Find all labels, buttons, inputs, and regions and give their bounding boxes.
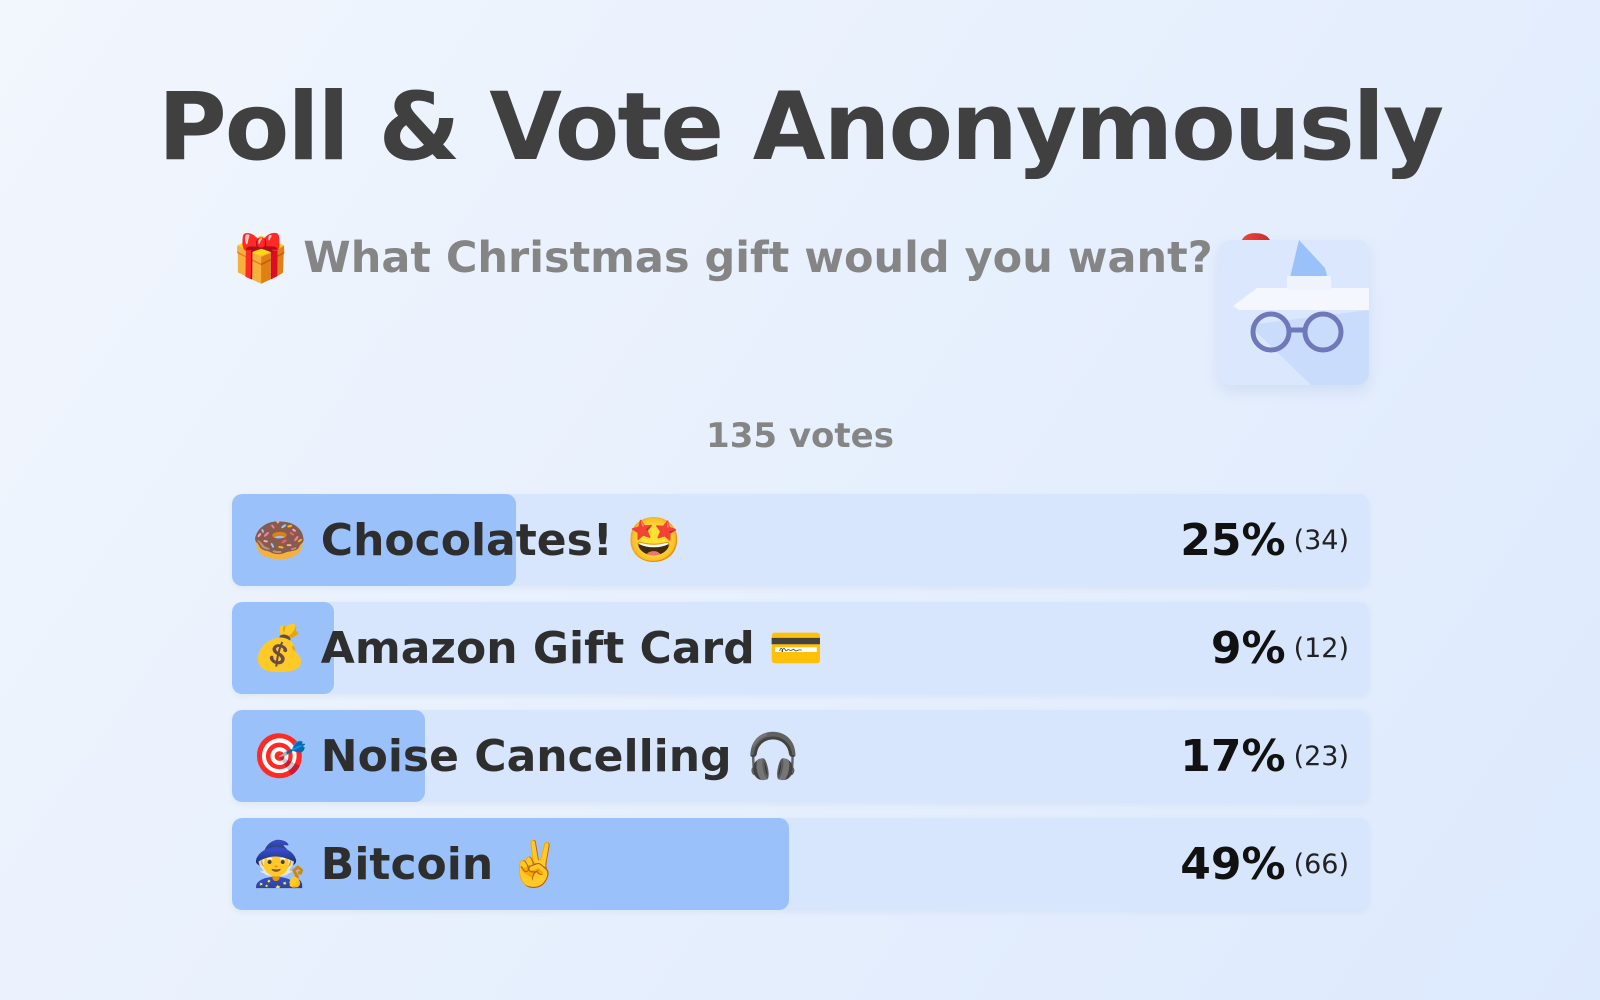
gift-icon: 🎁 <box>232 231 290 285</box>
poll-option-bitcoin[interactable]: 🧙 Bitcoin ✌️ 49% (66) <box>232 818 1369 910</box>
credit-card-icon: 💳 <box>768 623 824 674</box>
option-text: Noise Cancelling <box>320 730 732 782</box>
option-percent: 49% <box>1180 838 1286 890</box>
option-result: 17% (23) <box>1180 710 1349 802</box>
headphones-icon: 🎧 <box>745 731 801 782</box>
star-struck-icon: 🤩 <box>626 515 682 566</box>
page-title: Poll & Vote Anonymously <box>157 73 1444 182</box>
poll-options: 🍩 Chocolates! 🤩 25% (34) 💰 Amazon Gift C… <box>232 494 1369 926</box>
option-percent: 9% <box>1210 622 1286 674</box>
poll-question: 🎁 What Christmas gift would you want? 🎅 <box>232 228 1284 288</box>
result-bar-fill <box>232 818 790 910</box>
option-text: Chocolates! <box>320 514 613 566</box>
option-result: 49% (66) <box>1180 818 1349 910</box>
option-percent: 25% <box>1180 514 1286 566</box>
option-count: (66) <box>1293 848 1349 880</box>
option-result: 25% (34) <box>1180 494 1349 586</box>
result-bar-fill <box>232 494 517 586</box>
victory-hand-icon: ✌️ <box>507 839 562 890</box>
option-label: 🧙 Bitcoin ✌️ <box>252 818 562 910</box>
money-bag-icon: 💰 <box>252 623 307 674</box>
incognito-badge <box>1219 240 1369 385</box>
result-bar-fill <box>232 602 335 694</box>
votes-total: 135 votes <box>706 416 894 456</box>
poll-option-chocolates[interactable]: 🍩 Chocolates! 🤩 25% (34) <box>232 494 1369 586</box>
option-count: (34) <box>1293 524 1349 556</box>
donut-icon: 🍩 <box>252 515 307 566</box>
target-icon: 🎯 <box>252 731 307 782</box>
option-text: Amazon Gift Card <box>320 622 755 674</box>
option-text: Bitcoin <box>320 838 494 890</box>
wizard-icon: 🧙 <box>252 839 307 890</box>
option-percent: 17% <box>1180 730 1286 782</box>
incognito-icon <box>1233 240 1369 385</box>
option-count: (23) <box>1293 740 1349 772</box>
question-text: What Christmas gift would you want? <box>303 233 1213 283</box>
result-bar-fill <box>232 710 426 802</box>
option-label: 💰 Amazon Gift Card 💳 <box>252 602 824 694</box>
option-result: 9% (12) <box>1211 602 1349 694</box>
option-label: 🍩 Chocolates! 🤩 <box>252 494 682 586</box>
option-count: (12) <box>1293 632 1349 664</box>
poll-option-noise-cancelling[interactable]: 🎯 Noise Cancelling 🎧 17% (23) <box>232 710 1369 802</box>
poll-option-amazon-gift-card[interactable]: 💰 Amazon Gift Card 💳 9% (12) <box>232 602 1369 694</box>
option-label: 🎯 Noise Cancelling 🎧 <box>252 710 800 802</box>
